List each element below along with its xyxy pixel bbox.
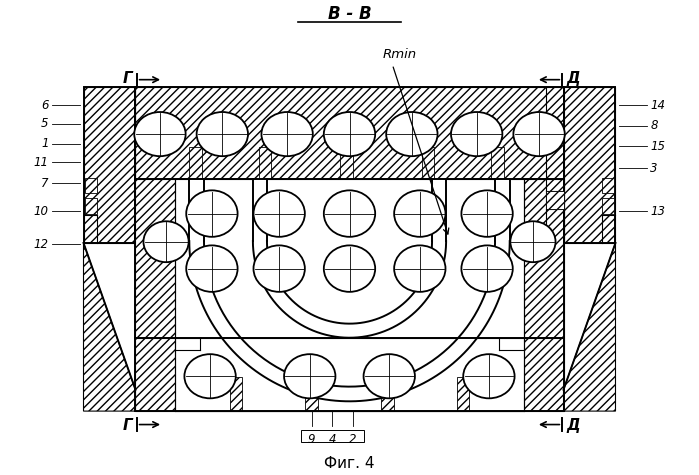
Bar [136,87,563,411]
Bar [563,87,616,243]
Polygon shape [83,243,136,399]
Polygon shape [253,241,446,338]
Bar [175,338,524,411]
Bar [563,87,616,243]
Text: 6: 6 [41,99,49,112]
Polygon shape [432,179,446,241]
Text: 1: 1 [41,137,49,151]
Bar [83,87,136,243]
Bar [189,147,201,179]
Text: 8: 8 [650,119,658,132]
Bar [136,87,563,179]
Ellipse shape [394,190,445,237]
Text: Г: Г [122,418,132,433]
Text: Фиг. 4: Фиг. 4 [324,456,375,471]
Text: 5: 5 [41,117,49,130]
Polygon shape [189,179,204,241]
Bar [602,178,614,193]
Text: 2: 2 [349,433,356,446]
Ellipse shape [261,112,313,156]
Bar [85,178,97,193]
Text: 9: 9 [308,433,315,446]
Text: Д: Д [567,71,580,86]
Bar [491,147,503,179]
Polygon shape [495,179,510,241]
Bar [230,378,243,411]
Text: Rmin: Rmin [383,48,417,61]
Text: Д: Д [567,418,580,433]
Ellipse shape [254,190,305,237]
Text: 11: 11 [34,156,49,169]
Polygon shape [83,243,136,411]
Bar [136,338,563,411]
Ellipse shape [143,221,189,262]
Text: 10: 10 [34,205,49,218]
Ellipse shape [196,112,248,156]
Bar [524,179,563,338]
Bar [421,147,434,179]
Bar [83,87,136,243]
Ellipse shape [324,190,375,237]
Text: 13: 13 [650,205,665,218]
Bar [305,378,318,411]
Bar [136,179,175,338]
Text: 3: 3 [650,162,658,175]
Ellipse shape [254,246,305,292]
Ellipse shape [461,190,513,237]
Bar [456,378,469,411]
Polygon shape [189,241,510,401]
Ellipse shape [134,112,186,156]
Bar [301,430,363,442]
Text: 7: 7 [41,177,49,190]
Ellipse shape [186,190,238,237]
Ellipse shape [451,112,503,156]
Bar [259,147,271,179]
Polygon shape [563,243,616,411]
Text: 12: 12 [34,238,49,251]
Ellipse shape [186,246,238,292]
Text: В - В: В - В [328,5,371,23]
Ellipse shape [284,354,336,399]
Ellipse shape [324,246,375,292]
Ellipse shape [513,112,565,156]
Bar [340,147,352,179]
Ellipse shape [324,112,375,156]
Text: Г: Г [122,71,132,86]
Ellipse shape [185,354,236,399]
Ellipse shape [510,221,556,262]
Text: 4: 4 [329,433,336,446]
Ellipse shape [461,246,513,292]
Ellipse shape [463,354,514,399]
Bar [85,198,97,214]
Ellipse shape [386,112,438,156]
Text: 14: 14 [650,99,665,112]
Ellipse shape [394,246,445,292]
Bar [547,191,563,209]
Ellipse shape [363,354,415,399]
Polygon shape [253,179,267,241]
Bar [381,378,394,411]
Bar [602,198,614,214]
Text: 15: 15 [650,140,665,153]
